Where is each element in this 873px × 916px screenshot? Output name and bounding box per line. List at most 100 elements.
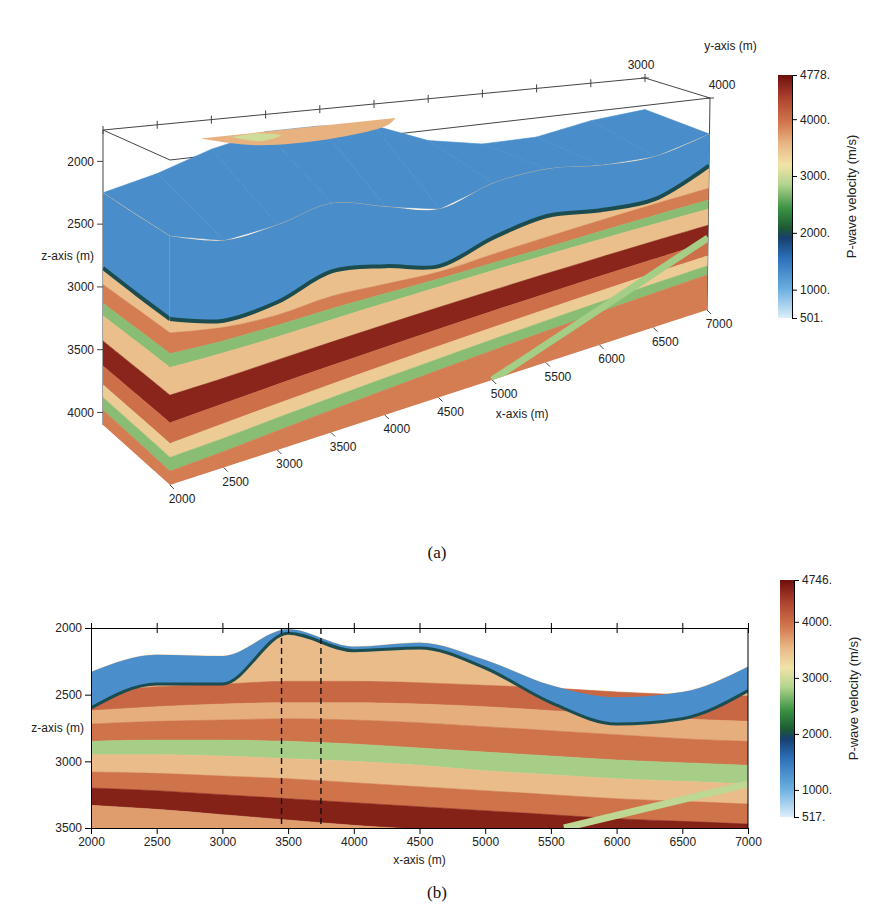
y-tick-label: 3000: [628, 58, 655, 72]
z-tick-mark: [97, 224, 103, 225]
colorbar-tick-label: 1000.: [800, 283, 830, 297]
colorbar-tick-mark: [792, 119, 797, 120]
x-top-tick-mark: [222, 623, 223, 633]
x-top-tick-mark: [617, 623, 618, 633]
x-tick-mark: [277, 450, 281, 454]
x-tick-mark: [91, 828, 92, 834]
colorbar-tick-label: 4000.: [802, 615, 832, 629]
x-tick-mark: [222, 828, 223, 834]
x-tick-label: 5000: [472, 835, 499, 849]
z-tick-label: 3000: [67, 280, 94, 294]
x-tick-mark: [374, 100, 375, 108]
x-top-tick-mark: [288, 623, 289, 633]
z-tick: 3000: [55, 755, 91, 769]
model-a: [103, 110, 709, 485]
x-tick-mark: [224, 468, 228, 472]
y-tick-mark: [706, 98, 714, 99]
x-tick: 5500: [538, 828, 565, 849]
colorbar-tick: 501.: [792, 311, 823, 325]
colorbar-axis: 4778.4000.3000.2000.1000.501.: [792, 68, 830, 325]
x-tick: 2500: [144, 828, 171, 849]
panel-label: (b): [427, 883, 447, 902]
seafloor: [91, 633, 748, 724]
colorbar-tick: 3000.: [794, 671, 832, 685]
x-tick-mark: [682, 828, 683, 834]
x-tick-mark: [536, 84, 537, 92]
x-tick-label: 4000: [383, 422, 410, 436]
colorbar: [780, 580, 794, 817]
x-tick-mark: [439, 398, 443, 402]
x-tick-mark: [385, 415, 389, 419]
z-tick-label: 2000: [67, 155, 94, 169]
colorbar-tick: 2000.: [794, 727, 832, 741]
colorbar-tick: 1000.: [794, 783, 832, 797]
x-tick-mark: [420, 828, 421, 834]
x-top-tick: [288, 623, 289, 633]
panel-a: 2000250030003500400045005000550060006500…: [41, 39, 757, 506]
z-tick: 3500: [55, 821, 91, 835]
colorbar-tick-label: 4746.: [802, 573, 832, 587]
colorbar-tick: 4000.: [792, 113, 830, 127]
colorbar-tick-label: 501.: [800, 311, 823, 325]
x-top-tick-mark: [682, 623, 683, 633]
z-tick-mark: [85, 828, 91, 829]
x-tick-label: 7000: [735, 835, 762, 849]
y-tick-label: 4000: [709, 78, 736, 92]
z-tick-label: 3500: [67, 343, 94, 357]
z-tick-label: 4000: [67, 406, 94, 420]
x-tick-label: 5500: [538, 835, 565, 849]
x-tick-mark: [485, 828, 486, 834]
x-tick: 5000: [472, 828, 499, 849]
outcrop: [201, 118, 396, 145]
x-tick-label: 4000: [341, 835, 368, 849]
colorbar-tick: 4778.: [792, 68, 830, 82]
z-tick-mark: [97, 349, 103, 350]
x-tick-label: 6500: [652, 335, 679, 349]
z-tick-label: 2000: [55, 621, 82, 635]
z-tick-mark: [97, 412, 103, 413]
x-tick-mark: [354, 828, 355, 834]
frame-edge: [645, 78, 710, 98]
z-tick-label: 2500: [67, 217, 94, 231]
x-tick: 3000: [210, 828, 237, 849]
x-tick-mark: [103, 126, 104, 134]
x-tick-label: 6000: [598, 352, 625, 366]
fault: [492, 238, 708, 380]
colorbar-tick-mark: [792, 176, 797, 177]
colorbar-tick-mark: [794, 678, 799, 679]
z-axis-title: z-axis (m): [31, 721, 84, 735]
z-tick-mark: [85, 628, 91, 629]
y-axis-title: y-axis (m): [704, 39, 757, 53]
x-tick-label: 6500: [669, 835, 696, 849]
colorbar-axis-line: [792, 76, 793, 319]
colorbar-tick-mark: [794, 622, 799, 623]
x-tick-mark: [492, 380, 496, 384]
colorbar-title: P-wave velocity (m/s): [844, 135, 859, 259]
x-top-tick-mark: [157, 623, 158, 633]
outcrop: [231, 133, 281, 141]
colorbar-axis-line: [794, 581, 795, 818]
x-tick-mark: [707, 310, 711, 314]
colorbar-tick-label: 3000.: [800, 169, 830, 183]
x-tick-label: 3500: [330, 440, 357, 454]
z-tick: 2500: [55, 688, 91, 702]
left-layer: [103, 410, 170, 485]
colorbar-tick-label: 4778.: [800, 68, 830, 82]
colorbar-tick-mark: [794, 580, 799, 581]
x-tick-mark: [482, 90, 483, 98]
colorbar-tick-label: 1000.: [802, 783, 832, 797]
x-top-tick: [354, 623, 355, 633]
z-tick-mark: [85, 695, 91, 696]
x-tick-mark: [288, 828, 289, 834]
x-top-tick: [222, 623, 223, 633]
z-tick-label: 2500: [55, 688, 82, 702]
x-tick-label: 5500: [545, 370, 572, 384]
x-top-tick: [682, 623, 683, 633]
x-tick-label: 3000: [276, 457, 303, 471]
x-top-tick: [420, 623, 421, 633]
x-tick-label: 4500: [407, 835, 434, 849]
panel-label: (a): [428, 543, 447, 562]
x-tick-mark: [211, 116, 212, 124]
x-tick: 6500: [669, 828, 696, 849]
x-tick-mark: [331, 433, 335, 437]
